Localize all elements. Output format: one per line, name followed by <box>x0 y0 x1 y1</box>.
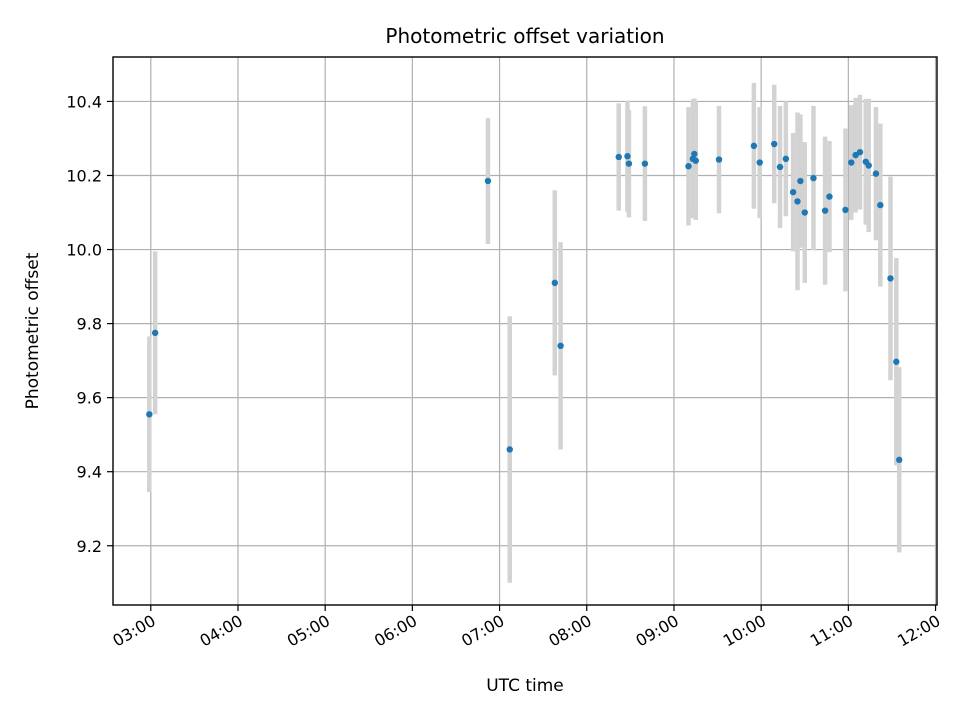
y-tick-label: 9.4 <box>77 463 102 482</box>
data-point <box>797 177 804 185</box>
data-point <box>848 159 855 166</box>
data-point <box>146 411 153 418</box>
data-point <box>893 358 900 365</box>
x-axis-label: UTC time <box>486 676 564 696</box>
plot-frame <box>112 56 938 606</box>
data-point <box>896 456 903 464</box>
data-point <box>484 177 492 185</box>
data-points <box>146 140 903 464</box>
data-point <box>685 163 692 170</box>
data-point <box>801 209 808 216</box>
data-point <box>821 207 829 214</box>
chart-title: Photometric offset variation <box>385 24 664 48</box>
data-point <box>624 153 631 160</box>
y-tick-label: 9.2 <box>77 537 102 556</box>
data-point <box>615 153 622 161</box>
data-point <box>641 160 649 167</box>
data-point <box>789 188 797 196</box>
grid <box>113 57 937 605</box>
data-point <box>782 155 790 163</box>
y-tick-label: 10.4 <box>66 92 102 111</box>
data-point <box>842 206 849 214</box>
data-point <box>715 156 723 163</box>
y-tick-label: 10.0 <box>66 241 102 260</box>
data-point <box>692 157 699 164</box>
data-point <box>776 163 784 171</box>
data-point <box>506 446 513 453</box>
data-point <box>750 142 758 150</box>
y-tick-label: 9.6 <box>77 389 102 408</box>
data-point <box>691 150 698 158</box>
data-point <box>151 329 159 337</box>
data-point <box>794 198 801 205</box>
y-tick-label: 10.2 <box>66 166 102 185</box>
data-point <box>877 201 884 209</box>
data-point <box>865 162 872 169</box>
data-point <box>887 275 894 282</box>
y-tick-label: 9.8 <box>77 315 102 334</box>
data-point <box>810 174 817 182</box>
data-point <box>856 148 864 156</box>
data-point <box>756 159 763 166</box>
y-axis-label: Photometric offset <box>23 252 43 409</box>
data-point <box>771 140 778 148</box>
data-point <box>551 279 558 287</box>
data-point <box>625 160 633 167</box>
data-point <box>872 170 880 177</box>
data-point <box>826 193 833 200</box>
data-point <box>557 342 564 350</box>
